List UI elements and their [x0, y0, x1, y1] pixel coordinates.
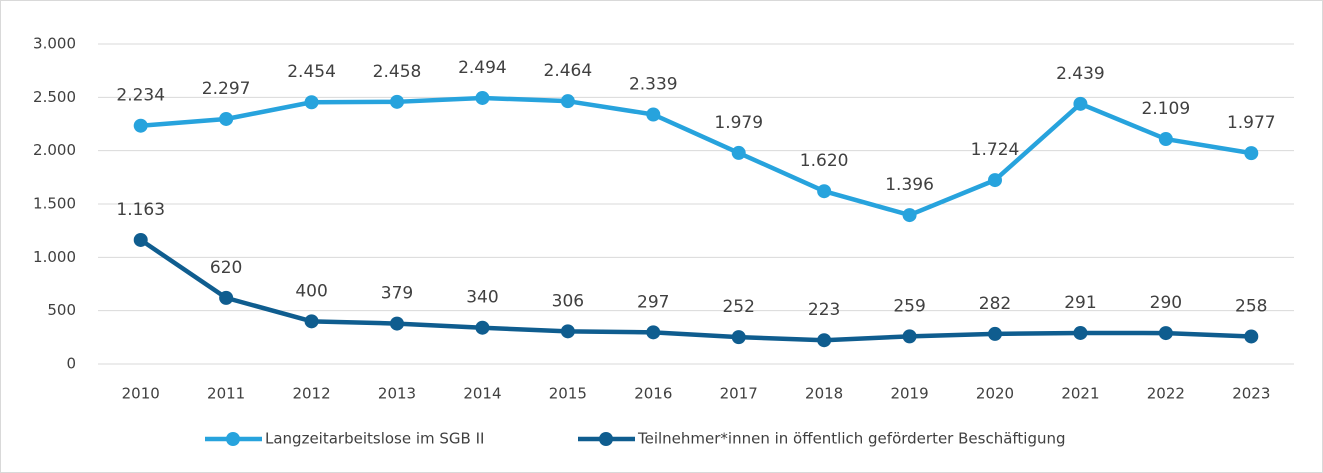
- data-label: 2.454: [287, 62, 336, 82]
- data-point: [304, 314, 319, 329]
- data-point: [1244, 329, 1259, 344]
- x-tick-label: 2013: [378, 385, 416, 403]
- legend-label: Langzeitarbeitslose im SGB II: [265, 430, 484, 448]
- data-label: 306: [552, 291, 584, 311]
- data-point: [988, 173, 1002, 188]
- data-point: [902, 329, 917, 344]
- y-tick-label: 500: [47, 301, 76, 319]
- data-point: [304, 95, 319, 110]
- data-point: [988, 326, 1002, 341]
- x-tick-label: 2022: [1147, 385, 1185, 403]
- data-point: [731, 145, 746, 160]
- data-label: 2.494: [458, 58, 507, 78]
- data-point: [902, 208, 917, 223]
- data-label: 223: [808, 300, 840, 320]
- x-tick-label: 2012: [292, 385, 330, 403]
- data-label: 1.979: [714, 113, 763, 133]
- data-label: 2.109: [1142, 99, 1191, 119]
- x-tick-label: 2015: [549, 385, 587, 403]
- data-label: 2.297: [202, 79, 251, 99]
- data-label: 252: [722, 297, 754, 317]
- y-tick-label: 3.000: [33, 35, 76, 53]
- x-tick-label: 2020: [976, 385, 1014, 403]
- x-tick-label: 2016: [634, 385, 672, 403]
- y-tick-label: 2.500: [33, 88, 76, 106]
- data-point: [1073, 96, 1088, 111]
- data-label: 400: [295, 281, 327, 301]
- data-label: 620: [210, 258, 242, 278]
- data-point: [560, 94, 575, 109]
- data-label: 1.396: [885, 175, 934, 195]
- legend-marker: [599, 432, 613, 446]
- y-tick-label: 1.500: [33, 195, 76, 213]
- data-label: 1.620: [800, 151, 849, 171]
- x-tick-label: 2011: [207, 385, 245, 403]
- data-point: [133, 232, 148, 247]
- data-point: [731, 330, 746, 345]
- data-label: 379: [381, 284, 413, 304]
- data-label: 1.977: [1227, 113, 1276, 133]
- data-label: 2.464: [544, 61, 593, 81]
- x-tick-label: 2017: [720, 385, 758, 403]
- legend-marker: [226, 432, 240, 446]
- series-line: [140, 95, 1252, 218]
- data-point: [1158, 326, 1173, 341]
- data-point: [1073, 325, 1088, 340]
- data-point: [560, 324, 575, 339]
- data-label: 2.439: [1056, 64, 1105, 84]
- x-tick-label: 2019: [890, 385, 928, 403]
- x-tick-label: 2021: [1061, 385, 1099, 403]
- data-point: [475, 320, 490, 335]
- data-point: [817, 333, 832, 348]
- data-label: 2.234: [116, 86, 165, 106]
- series-line: [139, 238, 1252, 343]
- data-point: [646, 107, 661, 122]
- data-point: [1158, 132, 1173, 147]
- x-tick-label: 2023: [1232, 385, 1270, 403]
- data-label: 1.163: [116, 200, 165, 220]
- data-point: [646, 325, 661, 340]
- data-point: [475, 90, 490, 105]
- data-label: 2.458: [373, 62, 422, 82]
- legend-label: Teilnehmer*innen in öffentlich gefördert…: [637, 430, 1066, 448]
- x-tick-label: 2018: [805, 385, 843, 403]
- y-tick-label: 1.000: [33, 248, 76, 266]
- data-label: 340: [466, 288, 498, 308]
- data-label: 258: [1235, 296, 1267, 316]
- data-label: 297: [637, 292, 669, 312]
- data-point: [133, 118, 148, 133]
- x-tick-label: 2014: [463, 385, 501, 403]
- data-label: 2.339: [629, 75, 678, 95]
- data-label: 291: [1064, 293, 1096, 313]
- y-tick-label: 0: [66, 355, 76, 373]
- data-point: [390, 94, 404, 109]
- data-point: [390, 316, 404, 331]
- data-label: 259: [893, 296, 925, 316]
- data-label: 282: [979, 294, 1011, 314]
- data-label: 290: [1150, 293, 1182, 313]
- x-tick-label: 2010: [122, 385, 160, 403]
- data-point: [219, 111, 234, 126]
- data-point: [817, 184, 832, 199]
- data-point: [219, 290, 234, 305]
- y-tick-label: 2.000: [33, 141, 76, 159]
- data-point: [1244, 146, 1259, 161]
- data-label: 1.724: [971, 140, 1020, 160]
